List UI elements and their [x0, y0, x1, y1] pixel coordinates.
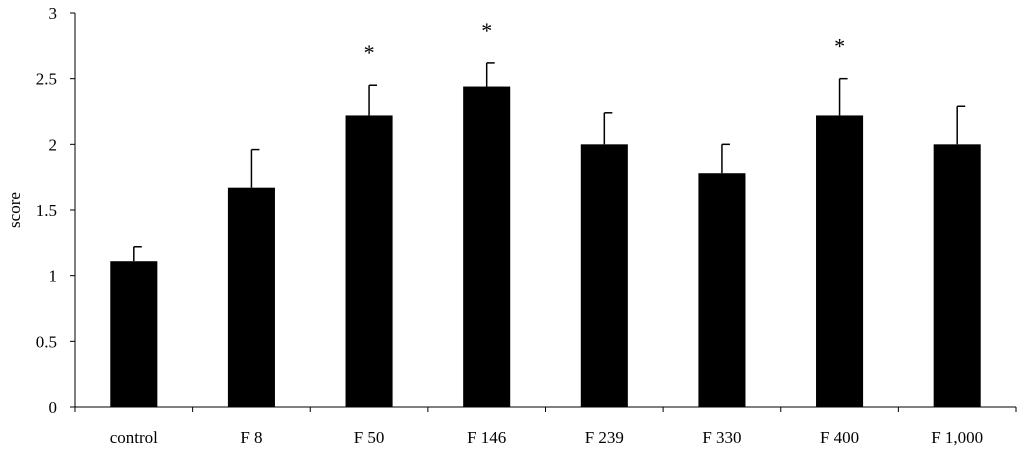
- x-tick-label: F 400: [820, 428, 859, 447]
- significance-marker: *: [834, 34, 845, 59]
- bar: [227, 187, 275, 407]
- x-tick-label: F 146: [467, 428, 506, 447]
- y-tick-label: 0: [49, 398, 58, 417]
- y-tick-label: 2.5: [36, 70, 57, 89]
- x-tick-label: F 50: [354, 428, 385, 447]
- x-tick-label: F 1,000: [931, 428, 983, 447]
- bar: [933, 144, 981, 408]
- bar: [110, 261, 158, 407]
- y-tick-label: 0.5: [36, 332, 57, 351]
- y-axis-title: score: [5, 192, 24, 228]
- bar: [698, 173, 746, 407]
- y-axis-ticks: 0 0.5 1 1.5 2 2.5 3: [36, 4, 75, 417]
- significance-marker: *: [364, 40, 375, 65]
- x-tick-label: F 239: [585, 428, 624, 447]
- error-bars: [133, 62, 966, 262]
- x-tick-label: F 330: [702, 428, 741, 447]
- bars: [110, 86, 981, 408]
- significance-marker: *: [481, 18, 492, 43]
- bar: [463, 86, 511, 408]
- x-tick-label: control: [110, 428, 158, 447]
- y-tick-label: 3: [49, 4, 58, 23]
- bar: [816, 115, 864, 407]
- bar: [345, 115, 393, 407]
- bar: [580, 144, 628, 408]
- y-tick-label: 1: [49, 267, 58, 286]
- significance-markers: * * *: [364, 18, 846, 65]
- x-tick-label: F 8: [240, 428, 262, 447]
- x-axis-ticks: control F 8 F 50 F 146 F 239 F 330 F 400 F 1,00…: [74, 407, 1017, 447]
- y-tick-label: 2: [49, 135, 58, 154]
- y-tick-label: 1.5: [36, 201, 57, 220]
